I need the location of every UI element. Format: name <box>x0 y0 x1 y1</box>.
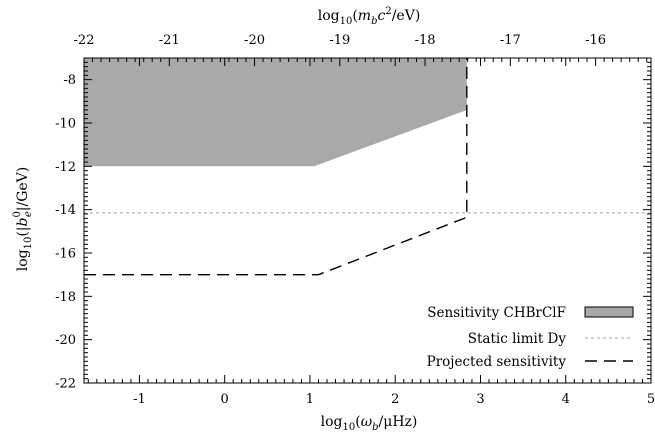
series-line-2 <box>84 58 468 276</box>
x2-axis-title: log10(mbc2/eV) <box>318 6 421 27</box>
y-tick-label: -20 <box>55 333 76 348</box>
y-tick-label: -10 <box>55 117 76 132</box>
y-tick-label: -18 <box>55 290 76 305</box>
x-tick-label: 5 <box>647 392 655 407</box>
legend-label-1: Static limit Dy <box>468 331 567 347</box>
y-tick-label: -22 <box>55 377 76 392</box>
x2-tick-label: -20 <box>244 33 265 48</box>
x2-tick-label: -19 <box>329 33 350 48</box>
x-tick-label: 2 <box>391 392 399 407</box>
y-tick-label: -14 <box>55 203 76 218</box>
axes <box>83 57 652 384</box>
legend-label-2: Projected sensitivity <box>427 354 567 370</box>
x2-tick-label: -18 <box>415 33 436 48</box>
x2-tick-label: -22 <box>74 33 95 48</box>
tick-labels: -1 0 1 2 3 4 5-22 -21 -20 -19 -18 -17 -16-22-20-18-1… <box>55 33 655 407</box>
y-tick-label: -16 <box>55 247 76 262</box>
x-tick-label: 0 <box>221 392 229 407</box>
legend: Sensitivity CHBrClF Static limit Dy Projec… <box>427 305 634 370</box>
plot-content <box>84 58 651 276</box>
legend-swatch-0 <box>584 306 634 318</box>
legend-label-0: Sensitivity CHBrClF <box>427 305 566 321</box>
x2-tick-label: -21 <box>159 33 180 48</box>
y-tick-label: -8 <box>63 73 76 88</box>
x-tick-label: 3 <box>476 392 484 407</box>
series-region-0 <box>84 58 467 167</box>
x-tick-label: 1 <box>306 392 314 407</box>
y-tick-label: -12 <box>55 160 76 175</box>
y-axis-title: log10(|b0e|/GeV) <box>12 167 34 272</box>
x-axis-title: log10(ωb/μHz) <box>321 414 418 433</box>
x-tick-label: 4 <box>562 392 570 407</box>
x-tick-label: -1 <box>133 392 146 407</box>
x2-tick-label: -16 <box>585 33 606 48</box>
plot-frame <box>83 57 652 384</box>
x2-tick-label: -17 <box>500 33 521 48</box>
